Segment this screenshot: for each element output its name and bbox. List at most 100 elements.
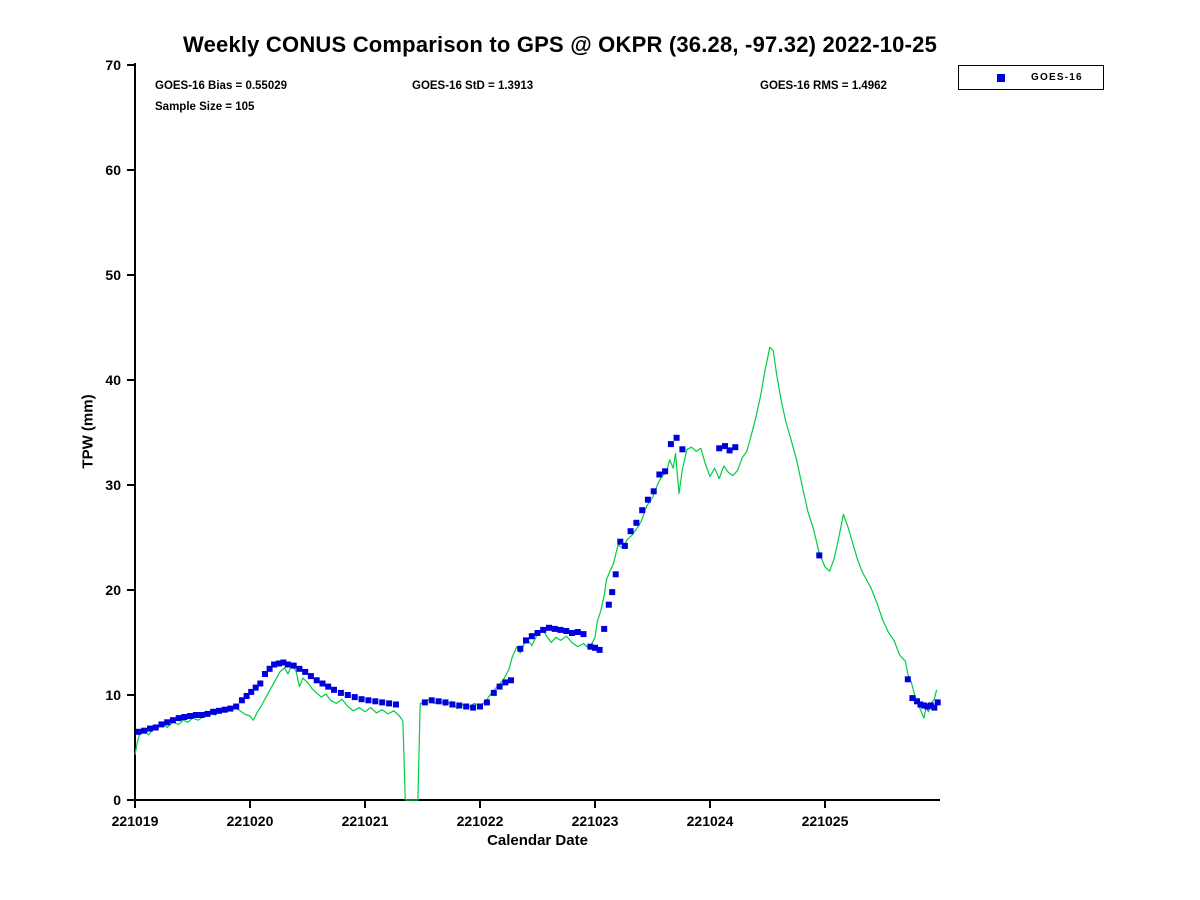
- goes16-marker: [927, 702, 934, 709]
- goes16-marker: [656, 471, 663, 478]
- goes16-marker: [141, 727, 148, 734]
- goes16-marker: [365, 697, 372, 704]
- goes16-marker: [722, 443, 728, 450]
- goes16-marker: [917, 701, 924, 708]
- goes16-marker: [574, 629, 581, 635]
- goes16-marker: [726, 447, 733, 454]
- legend: GOES-16: [958, 65, 1104, 90]
- goes16-marker: [463, 703, 470, 710]
- goes16-marker: [483, 699, 490, 706]
- goes16-marker: [296, 665, 303, 672]
- goes16-marker: [331, 686, 337, 693]
- goes16-marker: [662, 468, 669, 475]
- goes16-marker: [621, 542, 628, 549]
- stat-rms: GOES-16 RMS = 1.4962: [760, 80, 887, 92]
- goes16-marker: [502, 679, 509, 686]
- goes16-marker: [238, 697, 245, 704]
- goes16-marker: [421, 699, 428, 706]
- goes16-marker: [569, 630, 575, 636]
- goes16-marker: [716, 445, 723, 452]
- goes16-marker: [319, 680, 326, 687]
- goes16-marker: [605, 601, 612, 608]
- goes16-marker: [596, 646, 603, 653]
- goes16-marker: [192, 712, 199, 718]
- goes16-marker: [227, 705, 234, 712]
- goes16-marker: [732, 444, 739, 451]
- goes16-marker: [307, 673, 314, 680]
- goes16-marker: [904, 676, 911, 683]
- y-tick-label: 50: [105, 267, 121, 283]
- goes16-marker: [152, 724, 159, 731]
- goes16-marker: [284, 661, 291, 668]
- goes16-marker: [477, 703, 483, 710]
- goes16-marker: [290, 662, 297, 669]
- goes16-marker: [248, 688, 255, 695]
- legend-square-marker-icon: [997, 73, 1005, 82]
- goes16-marker: [135, 728, 142, 735]
- goes16-marker: [221, 706, 228, 713]
- goes16-marker: [592, 644, 598, 651]
- goes16-marker: [262, 671, 268, 677]
- goes16-marker: [313, 677, 320, 684]
- goes16-marker: [379, 699, 386, 706]
- goes16-marker: [612, 571, 619, 578]
- goes16-marker: [617, 538, 624, 545]
- goes16-marker: [271, 661, 278, 668]
- goes16-marker: [673, 434, 680, 441]
- goes16-marker: [470, 704, 477, 711]
- x-tick-label: 221025: [802, 813, 849, 829]
- goes16-marker: [449, 701, 456, 708]
- goes16-markers: [135, 434, 941, 735]
- goes16-marker: [924, 703, 931, 710]
- goes16-marker: [563, 628, 570, 634]
- goes16-marker: [534, 630, 541, 636]
- goes16-marker: [252, 684, 259, 691]
- goes16-marker: [490, 689, 497, 696]
- goes16-marker: [351, 694, 358, 701]
- x-tick-label: 221023: [572, 813, 619, 829]
- goes16-marker: [914, 698, 920, 705]
- goes16-marker: [540, 626, 547, 633]
- goes16-marker: [175, 715, 182, 722]
- goes16-marker: [587, 643, 594, 650]
- stat-sample-size: Sample Size = 105: [155, 101, 255, 113]
- y-tick-label: 10: [105, 687, 121, 703]
- goes16-marker: [337, 689, 344, 696]
- goes16-marker: [601, 625, 608, 632]
- stat-bias: GOES-16 Bias = 0.55029: [155, 80, 288, 92]
- goes16-marker: [275, 660, 282, 667]
- goes16-marker: [169, 717, 176, 724]
- goes16-marker: [344, 692, 351, 698]
- goes16-marker: [931, 704, 938, 711]
- y-tick-label: 60: [105, 162, 121, 178]
- goes16-marker: [528, 633, 535, 640]
- goes16-marker: [679, 446, 686, 453]
- goes16-marker: [667, 441, 674, 448]
- goes16-marker: [325, 683, 332, 690]
- goes16-marker: [257, 680, 264, 687]
- goes16-marker: [639, 507, 646, 514]
- gps-line: [134, 346, 938, 801]
- goes16-marker: [816, 552, 823, 559]
- goes16-marker: [393, 701, 399, 708]
- goes16-marker: [456, 702, 463, 709]
- goes16-marker: [627, 528, 634, 535]
- y-tick-label: 20: [105, 582, 121, 598]
- goes16-marker: [187, 713, 194, 719]
- x-tick-label: 221024: [687, 813, 734, 829]
- goes16-marker: [302, 668, 309, 675]
- goes16-marker: [204, 710, 211, 717]
- goes16-marker: [266, 665, 273, 672]
- goes16-marker: [609, 589, 616, 596]
- goes16-marker: [216, 707, 222, 714]
- goes16-marker: [496, 683, 503, 690]
- goes16-marker: [580, 631, 587, 638]
- goes16-marker: [650, 488, 657, 495]
- y-tick-label: 70: [105, 57, 121, 73]
- goes16-marker: [633, 519, 640, 526]
- y-tick-label: 40: [105, 372, 121, 388]
- goes16-marker: [280, 659, 287, 666]
- goes16-marker: [198, 712, 205, 718]
- goes16-marker: [372, 698, 379, 705]
- y-tick-label: 0: [113, 792, 121, 808]
